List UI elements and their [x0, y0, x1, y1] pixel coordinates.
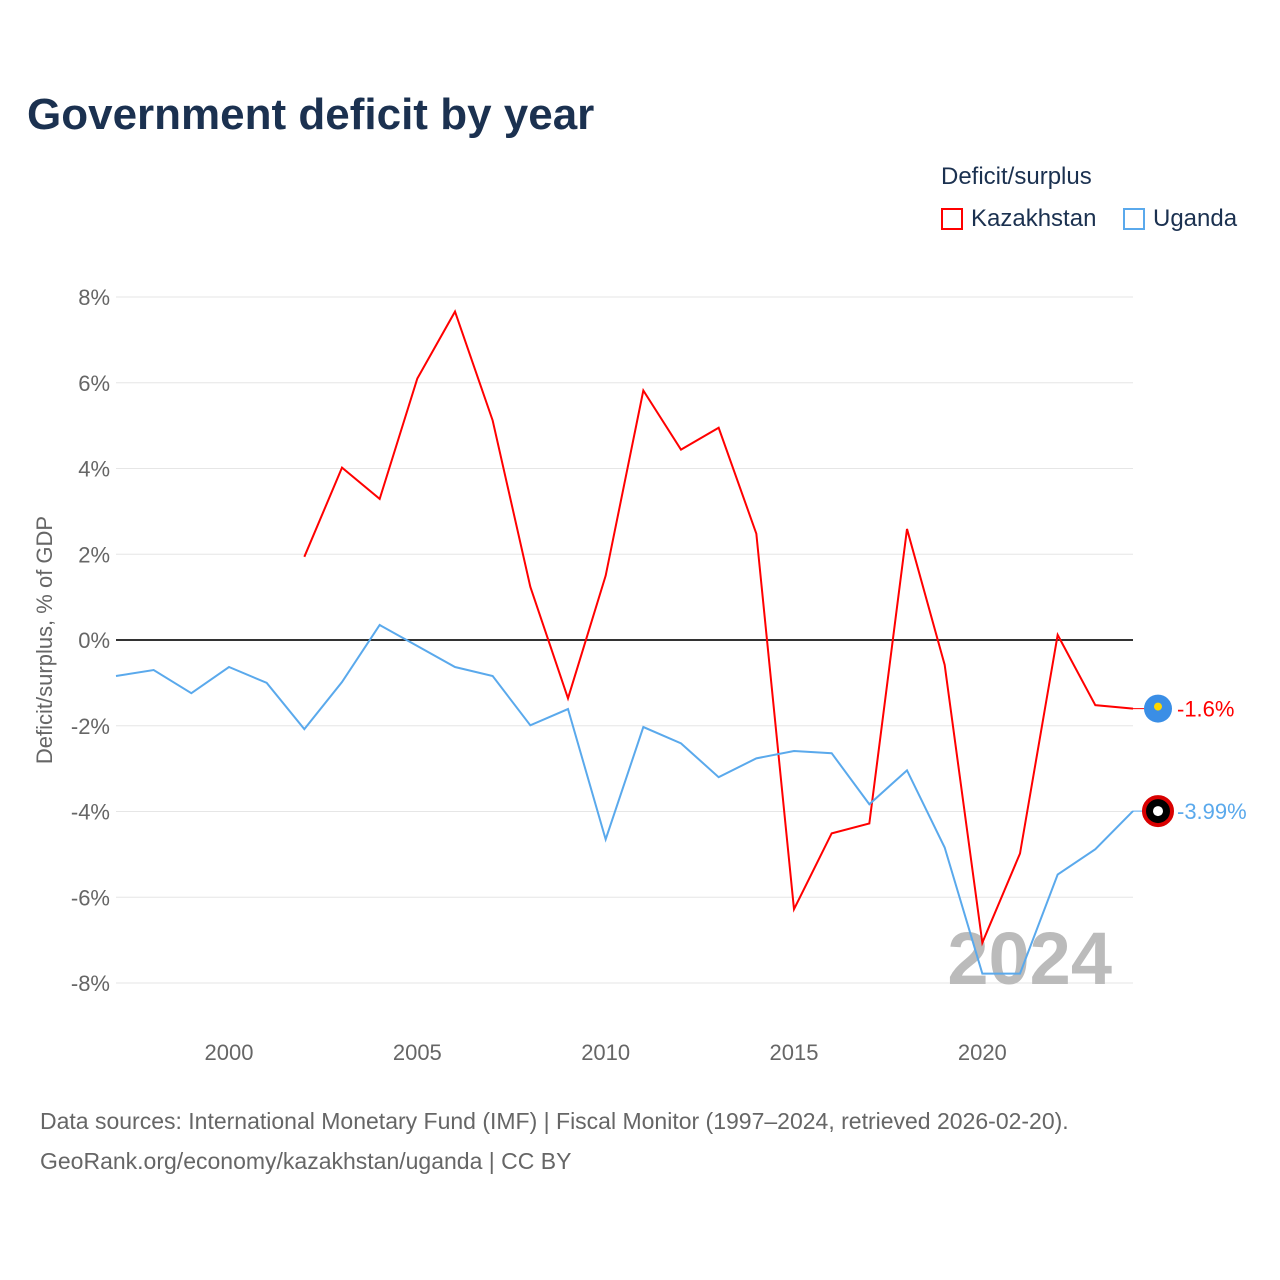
- series-line-uganda: [115, 623, 1134, 975]
- legend-item-kazakhstan[interactable]: Kazakhstan: [941, 205, 1096, 233]
- y-tick-label: 4%: [78, 457, 110, 482]
- y-tick-label: -2%: [71, 714, 110, 739]
- end-value-label: -1.6%: [1177, 697, 1234, 722]
- x-tick-label: 2005: [393, 1040, 442, 1065]
- legend-title: Deficit/surplus: [941, 163, 1092, 190]
- x-tick-label: 2010: [581, 1040, 630, 1065]
- y-tick-label: 0%: [78, 628, 110, 653]
- series-line-kazakhstan: [303, 309, 1134, 947]
- legend-swatch: [941, 208, 963, 230]
- end-value-label: -3.99%: [1177, 799, 1247, 824]
- y-tick-label: 2%: [78, 542, 110, 567]
- y-tick-label: -6%: [71, 885, 110, 910]
- url-text: GeoRank.org/economy/kazakhstan/uganda | …: [40, 1148, 572, 1174]
- x-tick-label: 2015: [770, 1040, 819, 1065]
- y-tick-label: 8%: [78, 285, 110, 310]
- flag-emblem: [1153, 806, 1163, 817]
- legend-item-uganda[interactable]: Uganda: [1123, 205, 1237, 233]
- legend-label: Uganda: [1153, 205, 1238, 232]
- flag-emblem: [1154, 702, 1162, 711]
- source-text: Data sources: International Monetary Fun…: [40, 1108, 1069, 1134]
- x-tick-label: 2000: [205, 1040, 254, 1065]
- legend-swatch: [1123, 208, 1145, 230]
- legend-label: Kazakhstan: [971, 205, 1097, 232]
- chart-title: Government deficit by year: [27, 90, 595, 139]
- y-tick-label: -8%: [71, 971, 110, 996]
- y-axis-label: Deficit/surplus, % of GDP: [32, 516, 57, 764]
- year-watermark: 2024: [947, 917, 1112, 1000]
- y-tick-label: -4%: [71, 800, 110, 825]
- y-tick-label: 6%: [78, 371, 110, 396]
- x-tick-label: 2020: [958, 1040, 1007, 1065]
